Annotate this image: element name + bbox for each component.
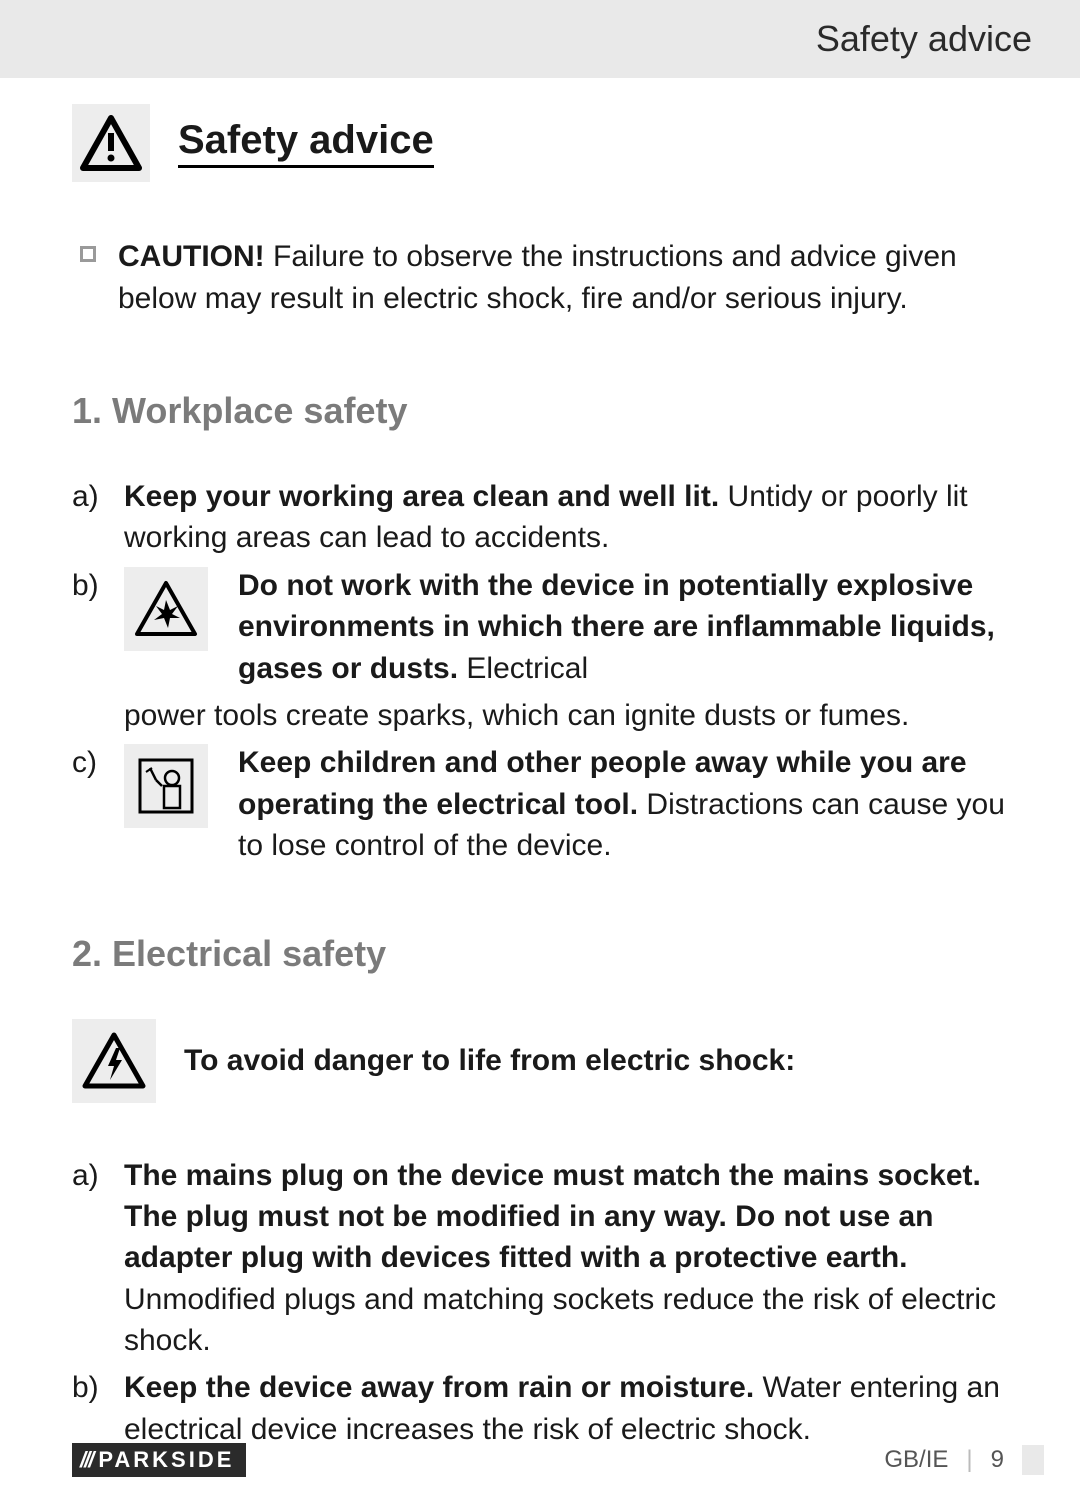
item-1c: c) Keep children and other people away w… (72, 742, 1008, 866)
item-bold: Do not work with the device in potential… (238, 569, 995, 685)
keep-away-icon (124, 744, 208, 828)
item-1b-continuation: power tools create sparks, which can ign… (124, 695, 1008, 736)
item-bold: The mains plug on the device must match … (124, 1159, 981, 1275)
item-body: Keep children and other people away whil… (238, 742, 1008, 866)
item-2a: a) The mains plug on the device must mat… (72, 1155, 1008, 1362)
item-body: Do not work with the device in potential… (238, 565, 1008, 689)
divider-icon: | (966, 1446, 972, 1474)
item-body: Keep your working area clean and well li… (124, 476, 1008, 559)
shock-warning-row: To avoid danger to life from electric sh… (72, 1019, 1008, 1103)
item-1a: a) Keep your working area clean and well… (72, 476, 1008, 559)
caution-label: CAUTION! (118, 240, 265, 273)
page-edge-stub (1022, 1445, 1044, 1475)
item-bold: Keep your working area clean and well li… (124, 480, 719, 513)
caution-block: CAUTION! Failure to observe the instruct… (72, 236, 1008, 320)
item-text: Unmodified plugs and matching sockets re… (124, 1283, 996, 1357)
region-code: GB/IE (884, 1446, 948, 1474)
item-text: Electrical (458, 652, 588, 685)
section-2-heading: 2. Electrical safety (72, 933, 1008, 975)
item-letter: a) (72, 476, 110, 517)
item-1b: b) Do not work with the device in potent… (72, 565, 1008, 689)
caution-text: CAUTION! Failure to observe the instruct… (118, 236, 1008, 320)
warning-icon (72, 104, 150, 182)
item-letter: b) (72, 565, 110, 606)
item-letter: a) (72, 1155, 110, 1196)
item-body: Keep the device away from rain or moistu… (124, 1367, 1008, 1450)
shock-warning-text: To avoid danger to life from electric sh… (184, 1044, 795, 1078)
title-row: Safety advice (72, 104, 1008, 182)
header-band: Safety advice (0, 0, 1080, 78)
section-1-heading: 1. Workplace safety (72, 390, 1008, 432)
brand-stripes-icon: /// (80, 1447, 92, 1473)
explosion-icon (124, 567, 208, 651)
bullet-icon (80, 246, 96, 262)
item-letter: b) (72, 1367, 110, 1408)
item-body: The mains plug on the device must match … (124, 1155, 1008, 1362)
brand-name: PARKSIDE (98, 1447, 234, 1473)
page-marker: GB/IE | 9 (884, 1445, 1044, 1475)
electric-shock-icon (72, 1019, 156, 1103)
item-2b: b) Keep the device away from rain or moi… (72, 1367, 1008, 1450)
content-area: Safety advice CAUTION! Failure to observ… (0, 78, 1080, 1450)
page-number: 9 (991, 1446, 1004, 1474)
item-letter: c) (72, 742, 110, 783)
brand-badge: /// PARKSIDE (72, 1443, 246, 1477)
header-title: Safety advice (816, 18, 1032, 60)
main-heading: Safety advice (178, 118, 434, 168)
item-bold: Keep the device away from rain or moistu… (124, 1371, 754, 1404)
footer: /// PARKSIDE GB/IE | 9 (72, 1443, 1044, 1477)
